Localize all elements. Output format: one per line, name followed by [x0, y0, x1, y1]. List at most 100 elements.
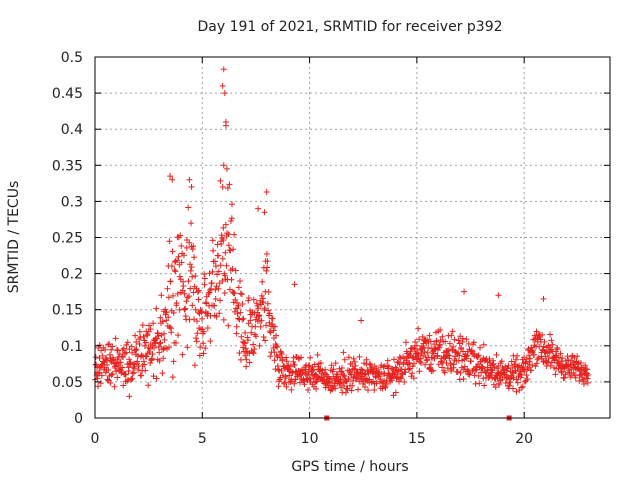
- data-point: [218, 232, 225, 239]
- data-point: [116, 359, 123, 366]
- data-point: [418, 359, 425, 366]
- data-point: [547, 331, 554, 338]
- data-point: [169, 248, 176, 255]
- data-point: [499, 376, 506, 383]
- data-point: [121, 350, 128, 357]
- data-point: [348, 371, 355, 378]
- data-point: [398, 375, 405, 382]
- data-point: [402, 339, 409, 346]
- y-tick-label: 0: [74, 411, 83, 427]
- data-point: [409, 370, 416, 377]
- data-point: [437, 326, 444, 333]
- data-point: [243, 356, 250, 363]
- data-point: [571, 372, 578, 379]
- data-point: [209, 268, 216, 275]
- data-point: [215, 252, 222, 259]
- data-point: [288, 386, 295, 393]
- data-point: [241, 340, 248, 347]
- data-point: [187, 267, 194, 274]
- data-point: [219, 183, 226, 190]
- data-point: [263, 251, 270, 258]
- data-point: [439, 364, 446, 371]
- data-point: [314, 351, 321, 358]
- data-point: [447, 362, 454, 369]
- data-point: [464, 366, 471, 373]
- data-point: [496, 381, 503, 388]
- data-point: [472, 380, 479, 387]
- data-point: [577, 359, 584, 366]
- data-point: [552, 371, 559, 378]
- data-point: [176, 306, 183, 313]
- data-point: [161, 336, 168, 343]
- data-point: [430, 367, 437, 374]
- data-point: [540, 295, 547, 302]
- data-point: [303, 362, 310, 369]
- data-point: [394, 368, 401, 375]
- data-point: [541, 338, 548, 345]
- data-point: [183, 244, 190, 251]
- y-tick-label: 0.5: [61, 50, 83, 66]
- data-point: [207, 338, 214, 345]
- data-point: [559, 355, 566, 362]
- data-point: [514, 379, 521, 386]
- data-point: [259, 278, 266, 285]
- data-point: [539, 331, 546, 338]
- data-point: [275, 383, 282, 390]
- data-point: [476, 380, 483, 387]
- data-point: [444, 365, 451, 372]
- data-point: [477, 344, 484, 351]
- x-tick-label: 0: [91, 431, 100, 447]
- data-point: [127, 360, 134, 367]
- data-point: [329, 386, 336, 393]
- data-point: [519, 383, 526, 390]
- data-point: [266, 310, 273, 317]
- data-point: [330, 366, 337, 373]
- data-point: [153, 375, 160, 382]
- data-point: [522, 359, 529, 366]
- data-point: [141, 361, 148, 368]
- data-point: [165, 294, 172, 301]
- data-point: [363, 356, 370, 363]
- data-point: [258, 292, 265, 299]
- data-point: [112, 335, 119, 342]
- data-point: [445, 352, 452, 359]
- data-point: [289, 369, 296, 376]
- data-point: [367, 361, 374, 368]
- data-point: [137, 334, 144, 341]
- data-point: [558, 369, 565, 376]
- data-point: [416, 358, 423, 365]
- data-point: [274, 353, 281, 360]
- data-point: [416, 368, 423, 375]
- data-point: [580, 381, 587, 388]
- data-point: [278, 367, 285, 374]
- data-point: [493, 351, 500, 358]
- data-point: [392, 364, 399, 371]
- data-point: [162, 306, 169, 313]
- data-point: [106, 351, 113, 358]
- data-point: [422, 361, 429, 368]
- data-point: [271, 323, 278, 330]
- data-point: [175, 253, 182, 260]
- data-point: [97, 380, 104, 387]
- data-point: [178, 259, 185, 266]
- data-point: [428, 368, 435, 375]
- data-point: [332, 385, 339, 392]
- data-point: [237, 356, 244, 363]
- data-point: [279, 356, 286, 363]
- data-point: [156, 340, 163, 347]
- data-point: [410, 375, 417, 382]
- data-point: [513, 376, 520, 383]
- data-point: [444, 347, 451, 354]
- data-point: [238, 333, 245, 340]
- data-point: [345, 354, 352, 361]
- data-point: [240, 315, 247, 322]
- data-point: [132, 332, 139, 339]
- data-point: [475, 352, 482, 359]
- data-point: [436, 342, 443, 349]
- data-point: [191, 254, 198, 261]
- data-point: [242, 345, 249, 352]
- data-point: [135, 366, 142, 373]
- data-point: [140, 333, 147, 340]
- data-point: [278, 351, 285, 358]
- data-point: [124, 339, 131, 346]
